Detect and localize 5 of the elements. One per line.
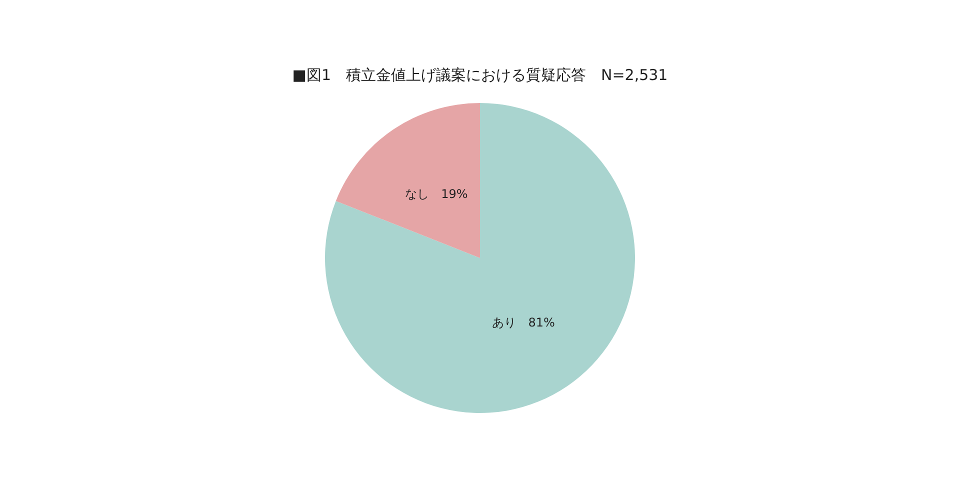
slice-label: あり 81% <box>492 315 555 330</box>
slice-label: なし 19% <box>405 187 468 202</box>
pie-slice <box>325 103 635 413</box>
pie-slice <box>336 103 480 258</box>
chart-title: ■図1 積立金値上げ議案における質疑応答 N=2,531 <box>292 66 668 84</box>
